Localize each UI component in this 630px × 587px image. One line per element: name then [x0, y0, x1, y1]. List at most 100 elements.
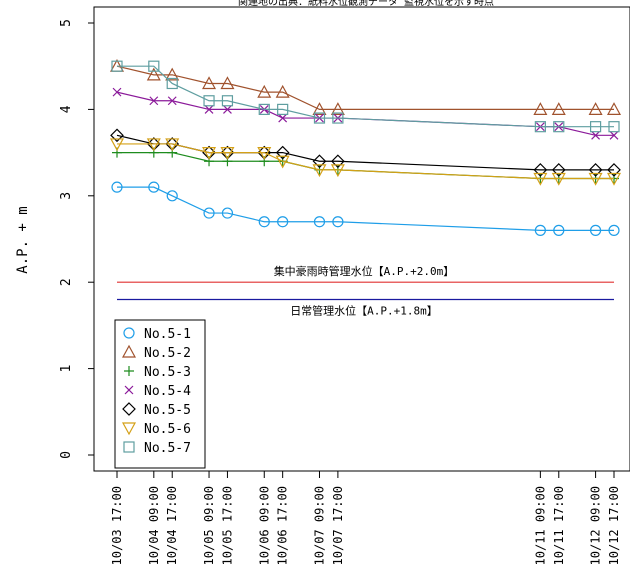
data-point — [111, 181, 123, 193]
data-point — [203, 95, 215, 107]
data-point — [331, 154, 345, 169]
data-point — [258, 103, 270, 116]
data-point — [223, 104, 232, 114]
reference-line-label: 集中豪雨時管理水位【A.P.+2.0m】 — [274, 264, 455, 278]
series-line — [116, 91, 614, 136]
data-point — [257, 84, 272, 98]
data-point — [165, 138, 180, 152]
y-tick-label: 5 — [59, 19, 74, 27]
data-point — [553, 121, 565, 133]
series-line — [117, 143, 614, 180]
data-point — [533, 102, 548, 116]
data-point — [591, 130, 601, 140]
data-point — [220, 76, 235, 90]
data-point — [606, 172, 622, 186]
x-tick-label: 10/07 17:00 — [331, 486, 345, 565]
data-point — [608, 224, 620, 236]
data-point — [608, 121, 620, 133]
legend-label: No.5-1 — [144, 327, 191, 342]
data-point — [148, 60, 160, 72]
series-line — [117, 65, 614, 128]
legend-marker — [123, 441, 135, 453]
data-point — [588, 163, 603, 177]
data-point — [588, 172, 603, 186]
chart-title: 関連地の出典：紙料水位観測データ 監視水位を示す時点 — [238, 0, 494, 8]
x-tick-label: 10/05 17:00 — [220, 486, 234, 565]
x-tick-label: 10/12 17:00 — [607, 486, 621, 565]
data-point — [146, 138, 161, 152]
data-point — [220, 147, 235, 160]
y-tick-label: 1 — [59, 365, 74, 373]
data-point — [166, 190, 178, 202]
series-line — [117, 186, 614, 231]
data-point — [258, 216, 270, 228]
data-point — [257, 147, 272, 160]
data-point — [312, 164, 327, 178]
x-tick-label: 10/07 09:00 — [312, 486, 326, 565]
data-point — [278, 113, 288, 123]
data-point — [203, 207, 215, 219]
data-point — [146, 67, 161, 81]
data-point — [551, 102, 566, 116]
data-point — [551, 172, 566, 186]
data-point — [277, 103, 289, 116]
x-axis: 10/03 17:00 10/04 09:00 10/04 17:00 10/05 0… — [110, 470, 621, 565]
x-tick-label: 10/05 09:00 — [202, 486, 216, 565]
data-point — [533, 163, 548, 177]
data-point — [275, 155, 290, 169]
y-axis: 0 1 2 3 4 5 — [59, 19, 94, 459]
data-point — [204, 104, 214, 114]
data-point — [606, 102, 622, 116]
y-tick-label: 0 — [59, 451, 74, 459]
legend-label: No.5-7 — [144, 441, 191, 456]
data-point — [330, 102, 345, 116]
data-point — [332, 216, 344, 228]
x-tick-label: 10/06 09:00 — [257, 486, 271, 565]
data-point — [277, 216, 289, 228]
data-point — [588, 102, 603, 116]
y-tick-label: 3 — [59, 192, 74, 200]
legend-label: No.5-3 — [144, 365, 191, 380]
legend-marker — [122, 402, 136, 416]
legend-marker — [121, 422, 137, 436]
data-point — [148, 181, 160, 193]
data-point — [553, 224, 565, 236]
y-axis-label: A.P. + m — [15, 206, 31, 273]
data-point — [589, 121, 602, 133]
data-point — [313, 216, 326, 228]
y-tick-label: 4 — [59, 105, 74, 113]
legend-marker — [121, 344, 137, 358]
data-point — [167, 96, 177, 106]
series-line — [116, 65, 614, 111]
data-point — [202, 147, 217, 160]
data-point — [534, 121, 546, 133]
data-point — [534, 224, 546, 236]
data-point — [609, 130, 619, 140]
data-point — [275, 84, 290, 98]
data-point — [330, 164, 345, 178]
data-point — [149, 96, 159, 106]
data-point — [607, 163, 621, 177]
legend-box — [114, 319, 206, 469]
legend: No.5-1 No.5-2 No.5-3 No.5-4 No.5-5 No.5-6 No.5… — [114, 319, 206, 469]
data-point — [166, 77, 178, 90]
y-tick-label: 2 — [59, 278, 74, 286]
x-tick-label: 10/11 09:00 — [533, 486, 547, 565]
x-tick-label: 10/04 09:00 — [147, 486, 161, 565]
data-point — [533, 172, 548, 186]
legend-label: No.5-4 — [144, 384, 191, 399]
x-tick-label: 10/12 09:00 — [589, 486, 603, 565]
data-point — [312, 154, 327, 169]
legend-marker — [124, 366, 134, 376]
data-point — [589, 224, 602, 236]
data-point — [551, 163, 566, 177]
legend-label: No.5-6 — [144, 422, 191, 437]
data-point — [221, 207, 234, 219]
data-point — [332, 112, 344, 124]
data-point — [221, 95, 234, 107]
series-layer — [109, 58, 622, 236]
legend-marker — [124, 385, 134, 395]
x-tick-label: 10/11 17:00 — [552, 486, 566, 565]
data-point — [110, 128, 124, 143]
